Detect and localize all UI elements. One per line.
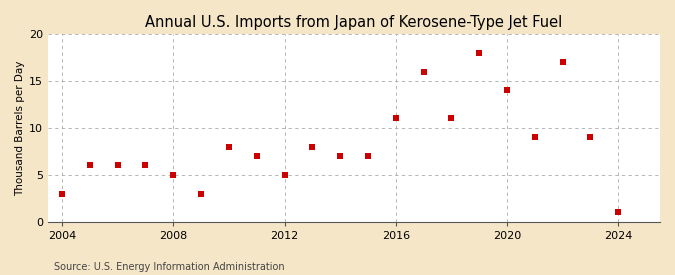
- Point: [390, 116, 401, 121]
- Point: [279, 173, 290, 177]
- Point: [362, 154, 373, 158]
- Point: [140, 163, 151, 167]
- Point: [529, 135, 540, 139]
- Point: [418, 69, 429, 74]
- Text: Source: U.S. Energy Information Administration: Source: U.S. Energy Information Administ…: [54, 262, 285, 272]
- Point: [307, 144, 318, 149]
- Point: [57, 191, 68, 196]
- Point: [585, 135, 596, 139]
- Point: [168, 173, 179, 177]
- Point: [446, 116, 457, 121]
- Point: [502, 88, 512, 92]
- Point: [474, 51, 485, 55]
- Title: Annual U.S. Imports from Japan of Kerosene-Type Jet Fuel: Annual U.S. Imports from Japan of Kerose…: [145, 15, 563, 30]
- Point: [196, 191, 207, 196]
- Point: [251, 154, 262, 158]
- Point: [223, 144, 234, 149]
- Point: [613, 210, 624, 214]
- Y-axis label: Thousand Barrels per Day: Thousand Barrels per Day: [15, 60, 25, 196]
- Point: [335, 154, 346, 158]
- Point: [112, 163, 123, 167]
- Point: [84, 163, 95, 167]
- Point: [558, 60, 568, 64]
